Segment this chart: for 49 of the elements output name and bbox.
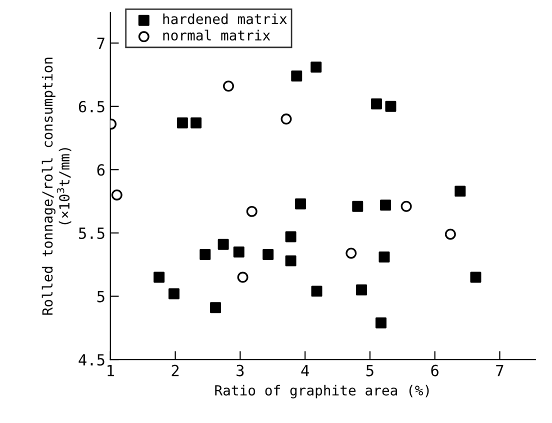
y-tick-label: 5.5 [79,228,104,240]
x-axis-title: Ratio of graphite area (%) [215,384,429,398]
point [223,80,234,92]
point [310,62,322,73]
x-tick-label: 3 [236,364,244,376]
point [176,117,188,128]
point [190,117,202,128]
x-tick-label: 1 [108,364,114,376]
point [233,246,244,258]
legend-label: normal matrix [163,30,270,41]
y-tick-label: 4.5 [78,354,104,366]
point [295,198,306,210]
point [237,272,248,283]
point [346,248,357,259]
point [168,288,180,300]
point [470,272,482,283]
y-tick-label: 7 [97,38,104,49]
point [376,317,386,328]
point [218,238,229,250]
point [246,206,258,217]
point [262,248,274,260]
y-axis-title: Rolled tonnage/roll consumption (×10$^{3}$t/mm) [42,58,72,315]
point [200,248,211,260]
y-tick-label: 6 [97,164,105,176]
point [444,228,456,240]
point [311,286,322,297]
point [352,200,364,212]
legend-label: hardened matrix [163,13,287,24]
point [285,255,296,266]
x-tick-label: 2 [172,364,179,376]
point [454,186,466,197]
y-tick-label: 5 [97,290,104,302]
point [356,284,368,296]
point [285,231,296,242]
point [380,200,392,211]
x-tick-label: 6 [431,364,438,376]
x-tick-label: 5 [366,364,374,376]
x-tick-label: 7 [496,364,504,376]
point [280,114,292,125]
point [400,200,412,212]
point [291,70,302,82]
point [370,98,382,110]
point [378,252,390,263]
point [385,100,396,112]
point [111,189,122,200]
x-tick-label: 4 [301,364,309,376]
point [154,272,165,283]
point [210,302,222,314]
y-tick-label: 6.5 [78,100,104,112]
